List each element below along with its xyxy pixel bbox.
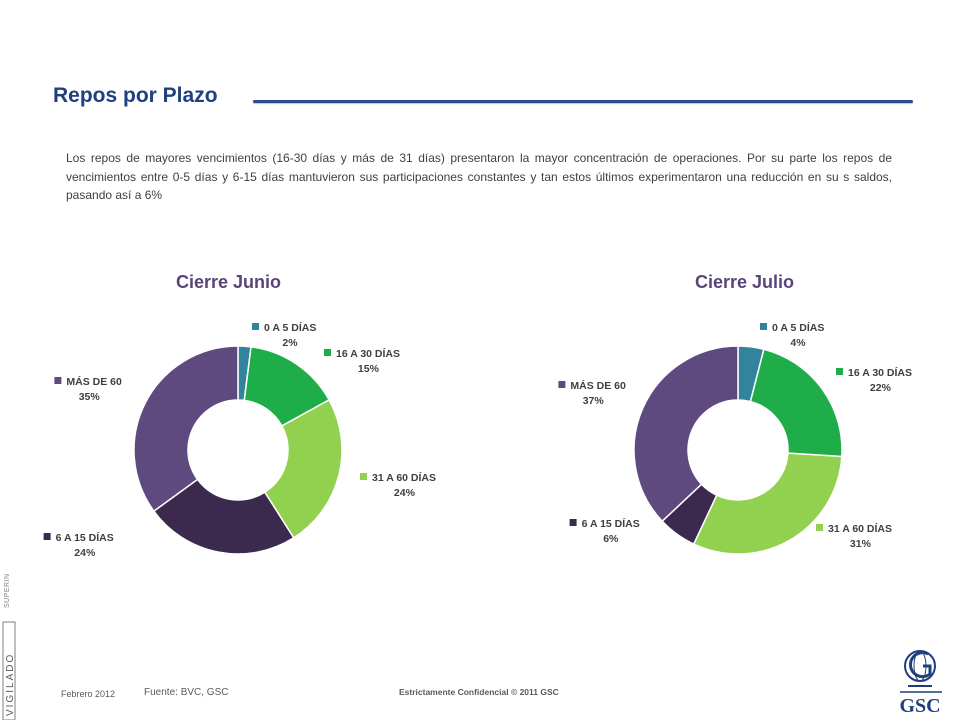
intro-paragraph: Los repos de mayores vencimientos (16-30… xyxy=(66,151,892,202)
legend-key-0-a-5 xyxy=(760,323,767,330)
label-category: 6 A 15 DÍAS xyxy=(56,531,114,544)
label-category: 16 A 30 DÍAS xyxy=(848,366,912,379)
label-percent: 6% xyxy=(603,533,619,545)
legend-key-6-a-15 xyxy=(43,533,51,540)
label-category: 0 A 5 DÍAS xyxy=(264,321,316,334)
label-category: MÁS DE 60 xyxy=(66,375,122,388)
label-percent: 31% xyxy=(850,538,872,550)
slice-mas-de-60 xyxy=(133,345,239,513)
legend-key-31-a-60 xyxy=(360,473,367,480)
data-label-6-a-15: 6 A 15 DÍAS 6% xyxy=(569,517,640,545)
legend-key-mas-de-60 xyxy=(558,381,566,388)
label-category: 31 A 60 DÍAS xyxy=(372,471,436,484)
label-percent: 2% xyxy=(282,337,298,349)
label-category: 16 A 30 DÍAS xyxy=(336,347,400,360)
slice-16-a-30 xyxy=(749,348,843,458)
logo-text: GSC xyxy=(899,695,940,717)
label-percent: 35% xyxy=(79,391,101,403)
data-label-mas-de-60: MÁS DE 60 35% xyxy=(54,375,122,403)
vigilado-badge: SUPERIN VIGILADO xyxy=(0,566,16,721)
data-label-6-a-15: 6 A 15 DÍAS 24% xyxy=(43,531,114,559)
legend-key-31-a-60 xyxy=(816,524,823,531)
label-category: 0 A 5 DÍAS xyxy=(772,321,824,334)
data-label-0-a-5: 0 A 5 DÍAS 4% xyxy=(760,321,824,349)
slice-mas-de-60 xyxy=(633,345,739,523)
data-label-mas-de-60: MÁS DE 60 37% xyxy=(558,379,626,407)
data-label-31-a-60: 31 A 60 DÍAS 24% xyxy=(360,471,436,499)
label-percent: 4% xyxy=(790,337,806,349)
label-percent: 37% xyxy=(583,395,605,407)
page-title: Repos por Plazo xyxy=(53,84,218,107)
label-category: 6 A 15 DÍAS xyxy=(582,517,640,530)
data-label-16-a-30: 16 A 30 DÍAS 15% xyxy=(324,347,400,375)
footer-source: Fuente: BVC, GSC xyxy=(144,687,229,698)
legend-key-6-a-15 xyxy=(569,519,577,526)
legend-key-16-a-30 xyxy=(836,368,843,375)
footer-date: Febrero 2012 xyxy=(61,689,116,699)
donut-chart-junio: 0 A 5 DÍAS 2% 16 A 30 DÍAS 15% 31 A 60 DÍAS 2… xyxy=(43,321,436,559)
chart-title-junio: Cierre Junio xyxy=(176,272,282,292)
legend-key-0-a-5 xyxy=(252,323,259,330)
title-divider xyxy=(253,100,913,103)
label-category: 31 A 60 DÍAS xyxy=(828,522,892,535)
legend-key-16-a-30 xyxy=(324,349,331,356)
data-label-31-a-60: 31 A 60 DÍAS 31% xyxy=(816,522,892,550)
slice-6-a-15 xyxy=(152,478,295,555)
label-percent: 24% xyxy=(74,547,96,559)
data-label-0-a-5: 0 A 5 DÍAS 2% xyxy=(252,321,316,349)
label-percent: 22% xyxy=(870,382,892,394)
chart-title-julio: Cierre Julio xyxy=(695,272,795,292)
legend-key-mas-de-60 xyxy=(54,377,62,384)
superintendencia-text: SUPERIN xyxy=(4,573,11,608)
slice-31-a-60 xyxy=(692,452,843,555)
label-category: MÁS DE 60 xyxy=(570,379,626,392)
footer-confidential: Estrictamente Confidencial © 2011 GSC xyxy=(399,687,559,697)
label-percent: 24% xyxy=(394,487,416,499)
slice-31-a-60 xyxy=(263,398,343,539)
vigilado-text: VIGILADO xyxy=(5,653,16,716)
gsc-logo: GSC xyxy=(890,644,954,718)
data-label-16-a-30: 16 A 30 DÍAS 22% xyxy=(836,366,912,394)
label-percent: 15% xyxy=(358,363,380,375)
